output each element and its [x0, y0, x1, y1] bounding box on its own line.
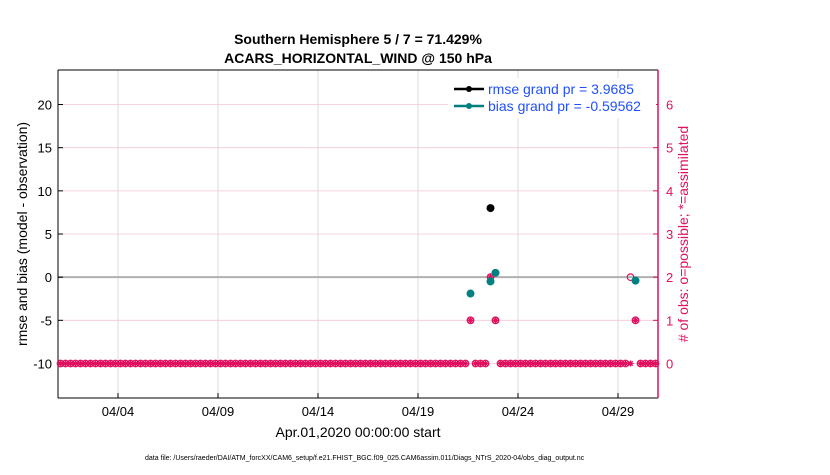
- y-right-tick-label: 6: [666, 98, 673, 113]
- y-tick-label: -10: [33, 356, 52, 371]
- x-tick-label: 04/14: [302, 404, 335, 419]
- chart-title-line1: Southern Hemisphere 5 / 7 = 71.429%: [234, 31, 482, 47]
- obs-assimilated-marker: [632, 317, 639, 324]
- y-right-tick-label: 0: [666, 356, 673, 371]
- obs-assimilated-marker: [462, 360, 469, 367]
- y-tick-label: 15: [38, 141, 52, 156]
- obs-possible-marker: [466, 316, 475, 325]
- x-axis-label: Apr.01,2020 00:00:00 start: [275, 424, 440, 440]
- legend-rmse-marker: [466, 86, 472, 92]
- legend: rmse grand pr = 3.9685 bias grand pr = -…: [448, 78, 656, 118]
- obs-assimilated-marker: [652, 360, 659, 367]
- x-tick-label: 04/09: [202, 404, 235, 419]
- bias-point: [491, 268, 500, 277]
- y-tick-label: 0: [45, 270, 52, 285]
- legend-rmse-label: rmse grand pr = 3.9685: [488, 81, 634, 97]
- y-tick-label: 10: [38, 184, 52, 199]
- y-tick-label: -5: [40, 313, 52, 328]
- chart-title-line2: ACARS_HORIZONTAL_WIND @ 150 hPa: [224, 50, 492, 66]
- x-tick-label: 04/29: [602, 404, 635, 419]
- y-tick-label: 5: [45, 227, 52, 242]
- obs-assimilated-marker: [627, 360, 634, 367]
- obs-assimilated-marker: [482, 360, 489, 367]
- y-right-tick-label: 3: [666, 227, 673, 242]
- x-tick-label: 04/24: [502, 404, 535, 419]
- obs-assimilated-marker: [467, 317, 474, 324]
- y-axis-right-label: # of obs: o=possible; *=assimilated: [675, 126, 691, 342]
- y-tick-label: 20: [38, 98, 52, 113]
- legend-bias-marker: [466, 103, 472, 109]
- y-right-tick-label: 5: [666, 141, 673, 156]
- rmse-point: [486, 204, 495, 213]
- bias-point: [631, 276, 640, 285]
- y-axis-label: rmse and bias (model - observation): [14, 122, 30, 346]
- x-tick-label: 04/19: [402, 404, 435, 419]
- obs-possible-marker: [491, 316, 500, 325]
- footer-data-file: data file: /Users/raeder/DAI/ATM_forcXX/…: [145, 455, 585, 462]
- obs-possible-marker: [631, 316, 640, 325]
- y-right-tick-label: 1: [666, 313, 673, 328]
- obs-possible-marker: [461, 359, 470, 368]
- bias-point: [486, 277, 495, 286]
- y-right-tick-label: 4: [666, 184, 673, 199]
- obs-possible-marker: [651, 359, 660, 368]
- y-right-tick-label: 2: [666, 270, 673, 285]
- legend-bias-label: bias grand pr = -0.59562: [488, 98, 641, 114]
- x-tick-label: 04/04: [102, 404, 135, 419]
- obs-possible-marker: [481, 359, 490, 368]
- obs-assimilated-marker: [492, 317, 499, 324]
- bias-point: [466, 289, 475, 298]
